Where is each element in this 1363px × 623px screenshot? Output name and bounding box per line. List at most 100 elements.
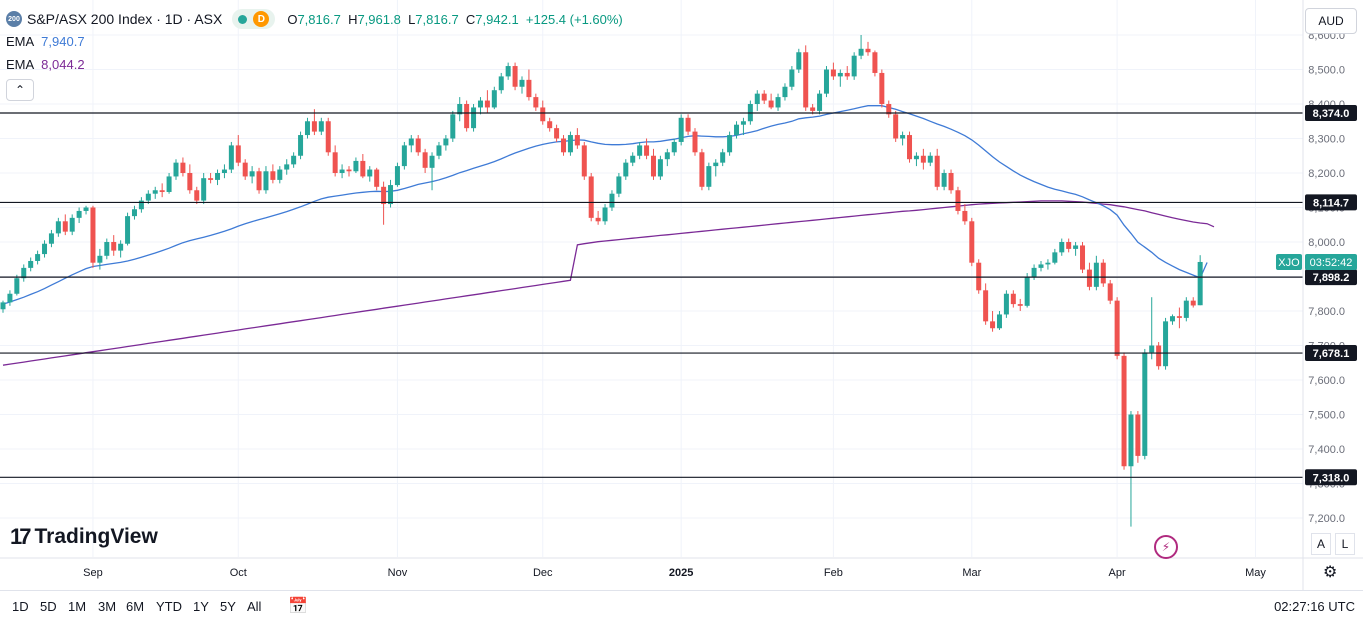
range-3m[interactable]: 3M	[98, 599, 117, 614]
tradingview-mark-icon: 17	[10, 524, 32, 549]
candle-body	[810, 107, 816, 111]
candle-body	[858, 48, 864, 56]
candle-body	[166, 176, 172, 192]
candle-body	[194, 190, 200, 201]
high-label: H	[348, 11, 358, 27]
range-all[interactable]: All	[247, 599, 262, 614]
candle-body	[851, 55, 857, 77]
candle-body	[609, 193, 615, 208]
range-1m[interactable]: 1M	[68, 599, 87, 614]
ema-slow-legend[interactable]: EMA 8,044.2	[6, 53, 623, 76]
candle-body	[574, 135, 580, 146]
ema-fast-legend[interactable]: EMA 7,940.7	[6, 30, 623, 53]
horizontal-levels[interactable]	[0, 112, 1303, 478]
candle-body	[304, 121, 310, 136]
candle-body	[512, 66, 518, 87]
candle-body	[948, 173, 954, 191]
level-price-tag	[1305, 104, 1357, 121]
close-value: 7,942.1	[475, 11, 519, 27]
collapse-legend-button[interactable]: ⌃	[6, 79, 34, 101]
price-axis[interactable]: 7,200.07,300.07,400.07,500.07,600.07,700…	[1302, 0, 1357, 590]
range-5y[interactable]: 5Y	[220, 599, 236, 614]
change-value: +125.4 (+1.60%)	[525, 11, 623, 27]
candle-body	[422, 152, 428, 168]
candle-body	[1080, 245, 1086, 270]
price-tick-label: 8,500.0	[1308, 65, 1345, 77]
candle-body	[118, 243, 124, 251]
candle-body	[429, 155, 435, 168]
candle-body	[1066, 242, 1072, 249]
time-tick-label: 2025	[669, 567, 693, 579]
symbol-badge[interactable]: 200	[6, 11, 22, 27]
candle-body	[630, 155, 636, 163]
time-tick-label: Mar	[962, 567, 981, 579]
ema-fast-label: EMA	[6, 34, 35, 49]
candle-body	[235, 145, 241, 163]
price-tick-label: 8,300.0	[1308, 134, 1345, 146]
candle-body	[740, 121, 746, 125]
range-5d[interactable]: 5D	[40, 599, 57, 614]
time-axis[interactable]: Sep Oct Nov Dec 2025 Feb Mar Apr May	[0, 557, 1363, 579]
range-1d[interactable]: 1D	[12, 599, 29, 614]
time-tick-label: Oct	[230, 567, 247, 579]
candle-body	[962, 210, 968, 222]
candle-body	[180, 162, 186, 173]
candle-body	[969, 221, 975, 263]
candle-body	[616, 176, 622, 194]
range-ytd[interactable]: YTD	[156, 599, 182, 614]
candle-body	[664, 152, 670, 160]
low-label: L	[408, 11, 416, 27]
candle-body	[277, 169, 283, 180]
candle-body	[540, 107, 546, 122]
tradingview-logo[interactable]: 17 TradingView	[10, 524, 158, 550]
candle-body	[505, 66, 511, 77]
flash-icon[interactable]: ⚡	[1154, 535, 1178, 559]
open-value: 7,816.7	[297, 11, 341, 27]
candle-body	[284, 164, 290, 170]
level-price-tag	[1305, 469, 1357, 486]
symbol-title[interactable]: S&P/ASX 200 Index · 1D · ASX	[27, 11, 223, 27]
high-value: 7,961.8	[357, 11, 401, 27]
auto-scale-button[interactable]: A	[1311, 533, 1331, 555]
range-1y[interactable]: 1Y	[193, 599, 209, 614]
candle-body	[388, 185, 394, 205]
candle-body	[339, 169, 345, 173]
candle-body	[706, 166, 712, 187]
settings-gear-icon[interactable]: ⚙	[1323, 564, 1338, 581]
candle-body	[768, 100, 774, 108]
candle-body	[311, 121, 317, 132]
price-tick-label: 7,400.0	[1308, 444, 1345, 456]
calendar-icon[interactable]: 📅	[288, 598, 308, 615]
candle-body	[519, 79, 525, 87]
candle-body	[332, 152, 338, 173]
ema-fast-value: 7,940.7	[41, 34, 85, 49]
candle-body	[367, 169, 373, 177]
utc-clock[interactable]: 02:27:16 UTC	[1274, 599, 1355, 614]
log-scale-button[interactable]: L	[1335, 533, 1355, 555]
market-open-dot-icon	[238, 14, 248, 24]
candle-body	[637, 145, 643, 156]
market-status[interactable]: D	[232, 9, 276, 29]
ema-slow-line	[2, 200, 1215, 366]
time-tick-label: May	[1245, 567, 1266, 579]
chart-canvas[interactable]: 7,200.07,300.07,400.07,500.07,600.07,700…	[0, 0, 1363, 590]
candle-body	[152, 190, 158, 194]
range-6m[interactable]: 6M	[126, 599, 145, 614]
price-tick-label: 7,500.0	[1308, 410, 1345, 422]
candle-body	[754, 93, 760, 104]
candle-body	[934, 155, 940, 187]
candle-body	[554, 128, 560, 139]
candle-body	[879, 72, 885, 104]
candle-body	[1093, 262, 1099, 287]
candle-body	[657, 159, 663, 177]
candle-body	[145, 193, 151, 201]
candle-body	[699, 152, 705, 187]
candle-body	[1156, 345, 1162, 367]
candle-body	[561, 138, 567, 153]
candle-body	[782, 86, 788, 98]
candle-body	[817, 93, 823, 111]
candle-body	[353, 160, 359, 172]
candle-body	[270, 171, 276, 180]
currency-selector[interactable]: AUD	[1305, 8, 1357, 34]
candle-body	[623, 162, 629, 177]
